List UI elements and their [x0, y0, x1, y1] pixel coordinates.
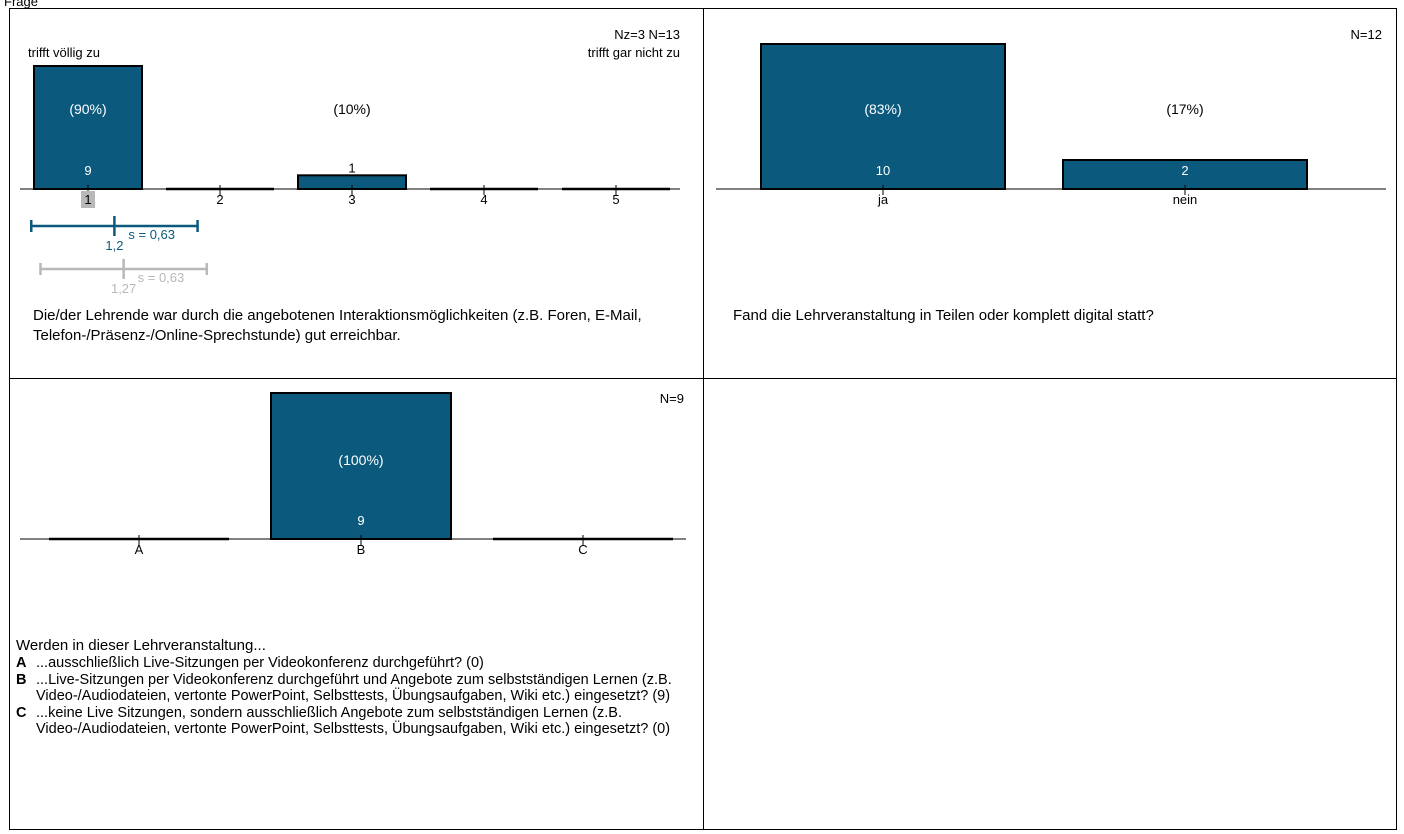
- scale-anchor-right: trifft gar nicht zu: [588, 45, 680, 60]
- percent-label-1: (90%): [69, 101, 106, 117]
- legend-key-a: A: [16, 655, 27, 671]
- x-tick-label-B: B: [357, 542, 366, 557]
- value-label-nein: 2: [1181, 163, 1188, 178]
- sd-label-reference: s = 0,63: [138, 270, 185, 285]
- percent-label-B: (100%): [338, 452, 383, 468]
- value-label-3: 1: [348, 160, 355, 175]
- scale-anchor-left: trifft völlig zu: [28, 45, 100, 60]
- x-tick-label-ja: ja: [877, 192, 889, 207]
- x-tick-label-2: 2: [216, 192, 223, 207]
- sd-label-current: s = 0,63: [128, 227, 175, 242]
- percent-label-3: (10%): [333, 101, 370, 117]
- grid-divider-vertical: [703, 8, 704, 830]
- sample-size-label: N=9: [660, 391, 684, 406]
- x-tick-label-5: 5: [612, 192, 619, 207]
- x-tick-label-A: A: [135, 542, 144, 557]
- legend-text-b: ...Live-Sitzungen per Videokonferenz dur…: [36, 671, 672, 705]
- sample-size-label: N=12: [1351, 27, 1382, 42]
- bar-B: [270, 392, 452, 540]
- mean-label-current: 1,2: [105, 238, 123, 253]
- value-label-B: 9: [357, 513, 364, 528]
- question-reachability: Die/der Lehrende war durch die angeboten…: [33, 307, 642, 344]
- truncated-heading: Frage: [4, 0, 38, 9]
- bar-1: [33, 65, 143, 190]
- highlight-box: [81, 191, 95, 208]
- x-tick-label-4: 4: [480, 192, 487, 207]
- legend-row-a: A ...ausschließlich Live-Sitzungen per V…: [16, 655, 696, 672]
- legend-row-c: C ...keine Live Sitzungen, sondern aussc…: [16, 705, 696, 738]
- answer-legend: A ...ausschließlich Live-Sitzungen per V…: [16, 655, 696, 738]
- value-label-1: 9: [84, 163, 91, 178]
- legend-row-b: B ...Live-Sitzungen per Videokonferenz d…: [16, 672, 696, 705]
- legend-key-b: B: [16, 671, 27, 688]
- legend-text-c: ...keine Live Sitzungen, sondern ausschl…: [36, 704, 671, 738]
- value-label-ja: 10: [876, 163, 890, 178]
- x-tick-label-nein: nein: [1173, 192, 1198, 207]
- percent-label-nein: (17%): [1166, 101, 1203, 117]
- x-tick-label-3: 3: [348, 192, 355, 207]
- sample-size-label: Nz=3 N=13: [614, 27, 680, 42]
- mean-label-reference: 1,27: [111, 281, 136, 296]
- chart-likert-reachability: Nz=3 N=13 trifft völlig zu trifft gar nich…: [20, 27, 680, 296]
- x-tick-label-C: C: [578, 542, 587, 557]
- chart-session-format: N=9 A B (100%) 9 C: [20, 391, 686, 557]
- question-session-format: Werden in dieser Lehrveranstaltung...: [16, 637, 266, 654]
- percent-label-ja: (83%): [864, 101, 901, 117]
- question-digital-course: Fand die Lehrveranstaltung in Teilen ode…: [733, 307, 1154, 324]
- legend-key-c: C: [16, 704, 27, 721]
- grid-divider-horizontal: [9, 378, 1397, 379]
- legend-text-a: ...ausschließlich Live-Sitzungen per Vid…: [36, 655, 484, 671]
- x-tick-label-1: 1: [84, 192, 91, 207]
- chart-digital-course: N=12 ja (83%) 10 nein (17%) 2: [716, 27, 1386, 207]
